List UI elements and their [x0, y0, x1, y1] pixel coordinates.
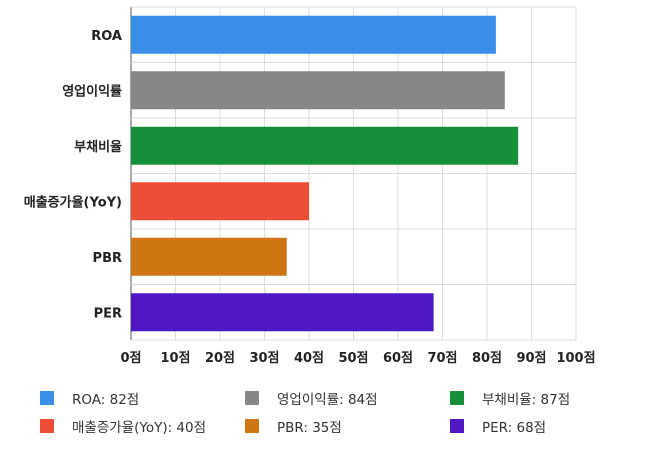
legend-label: 영업이익률: 84점	[277, 392, 378, 408]
legend-label: PBR: 35점	[277, 420, 342, 436]
legend-swatch	[450, 419, 464, 433]
legend-item-operating-margin[interactable]: 영업이익률: 84점	[245, 388, 378, 408]
bar-0[interactable]	[131, 15, 496, 54]
x-tick-label: 100점	[556, 351, 595, 366]
legend-item-sales-growth[interactable]: 매출증가율(YoY): 40점	[40, 416, 206, 436]
chart-grid	[130, 6, 577, 341]
category-label: 영업이익률	[62, 83, 122, 99]
category-label: 부채비율	[74, 139, 122, 155]
bar-2[interactable]	[131, 126, 519, 165]
x-tick-label: 90점	[516, 351, 546, 366]
category-label: ROA	[91, 29, 122, 44]
x-tick-label: 50점	[338, 351, 368, 366]
legend-swatch	[40, 419, 54, 433]
category-label: 매출증가율(YoY)	[24, 194, 122, 210]
x-tick-label: 60점	[383, 351, 413, 366]
legend-swatch	[450, 391, 464, 405]
legend-swatch	[245, 391, 259, 405]
x-tick-label: 70점	[427, 351, 457, 366]
x-tick-label: 10점	[160, 351, 190, 366]
category-label: PBR	[93, 251, 122, 266]
legend-item-roa[interactable]: ROA: 82점	[40, 388, 139, 408]
x-tick-label: 80점	[472, 351, 502, 366]
legend-swatch	[40, 391, 54, 405]
legend-label: 부채비율: 87점	[482, 392, 571, 408]
legend-item-debt-ratio[interactable]: 부채비율: 87점	[450, 388, 570, 408]
legend-item-pbr[interactable]: PBR: 35점	[245, 416, 342, 436]
x-tick-label: 40점	[294, 351, 324, 366]
x-tick-label: 30점	[249, 351, 279, 366]
bar-4[interactable]	[131, 237, 287, 276]
legend-label: PER: 68점	[482, 420, 547, 436]
legend-label: 매출증가율(YoY): 40점	[72, 420, 207, 436]
x-tick-label: 20점	[205, 351, 235, 366]
legend-label: ROA: 82점	[72, 392, 140, 408]
x-tick-label: 0점	[120, 351, 141, 366]
chart-bars	[131, 15, 519, 332]
x-axis-ticks: 0점 10점 20점 30점 40점 50점 60점 70점 80점 90점 100점	[120, 351, 595, 366]
legend-item-per[interactable]: PER: 68점	[450, 416, 546, 436]
bar-5[interactable]	[131, 293, 434, 332]
bar-1[interactable]	[131, 71, 505, 110]
category-label: PER	[94, 306, 122, 321]
legend-swatch	[245, 419, 259, 433]
bar-3[interactable]	[131, 182, 309, 221]
